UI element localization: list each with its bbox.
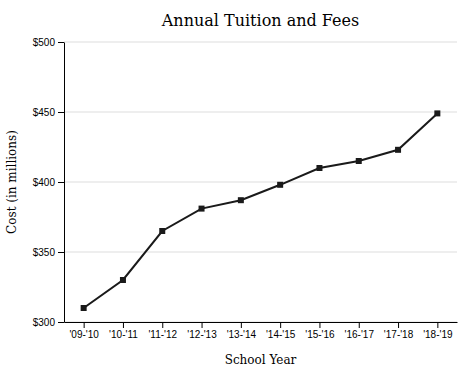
x-tick-label: '14-'15 <box>266 329 296 340</box>
x-tick: '11-'12 <box>148 322 177 340</box>
y-tick-mark <box>58 252 64 253</box>
grid-line <box>64 252 457 253</box>
y-tick-label: $400 <box>33 177 56 188</box>
grid <box>64 42 457 322</box>
x-tick: '18-'19 <box>423 322 453 340</box>
grid-line <box>64 182 457 183</box>
chart: $300 $350 $400 $450 $500 '09-'10 '10-'11 '11-'1… <box>0 0 475 380</box>
x-tick-label: '11-'12 <box>148 329 177 340</box>
x-tick: '09-'10 <box>69 322 99 340</box>
y-tick-mark <box>58 322 64 323</box>
x-tick-label: '17-'18 <box>384 329 414 340</box>
y-tick: $350 <box>33 247 64 258</box>
x-tick-label: '18-'19 <box>423 329 453 340</box>
x-tick-label: '10-'11 <box>109 329 138 340</box>
y-tick-mark <box>58 182 64 183</box>
y-tick-label: $500 <box>33 37 56 48</box>
line <box>84 113 438 308</box>
x-tick-label: '09-'10 <box>69 329 99 340</box>
y-tick-mark <box>58 112 64 113</box>
x-tick-mark <box>280 322 281 328</box>
plot: $300 $350 $400 $450 $500 '09-'10 '10-'11 '11-'1… <box>33 37 458 340</box>
x-tick: '10-'11 <box>109 322 138 340</box>
y-axis: $300 $350 $400 $450 $500 <box>33 37 65 328</box>
x-tick-mark <box>241 322 242 328</box>
marker <box>120 277 126 283</box>
title: Annual Tuition and Fees <box>161 11 359 30</box>
x-tick-label: '12-'13 <box>187 329 217 340</box>
y-tick-label: $300 <box>33 317 56 328</box>
y-tick-label: $450 <box>33 107 56 118</box>
x-tick-mark <box>162 322 163 328</box>
x-tick-label: '16-'17 <box>345 329 375 340</box>
x-tick-mark <box>84 322 85 328</box>
marker <box>395 147 401 153</box>
marker <box>81 305 87 311</box>
x-tick-mark <box>123 322 124 328</box>
x-tick-label: '15-'16 <box>305 329 335 340</box>
marker <box>356 158 362 164</box>
y-tick: $500 <box>33 37 64 48</box>
marker <box>199 206 205 212</box>
x-tick-mark <box>202 322 203 328</box>
marker <box>434 110 440 116</box>
x-tick-mark <box>319 322 320 328</box>
x-tick-label: '13-'14 <box>227 329 257 340</box>
marker <box>159 228 165 234</box>
grid-line <box>64 112 457 113</box>
x-tick-mark <box>437 322 438 328</box>
x-axis: '09-'10 '10-'11 '11-'12 '12-'13 '13-'14 '14-'… <box>65 322 458 340</box>
marker <box>277 182 283 188</box>
x-tick: '13-'14 <box>227 322 257 340</box>
marker <box>238 197 244 203</box>
y-tick: $300 <box>33 317 64 328</box>
x-tick: '17-'18 <box>384 322 414 340</box>
y-tick: $450 <box>33 107 64 118</box>
x-tick: '15-'16 <box>305 322 335 340</box>
x-tick: '12-'13 <box>187 322 217 340</box>
x-tick: '14-'15 <box>266 322 296 340</box>
y-tick-mark <box>58 42 64 43</box>
x-tick-mark <box>359 322 360 328</box>
x-axis-title: School Year <box>225 353 297 367</box>
data-marks <box>81 110 441 311</box>
marker <box>316 165 322 171</box>
y-axis-title: Cost (in millions) <box>5 130 19 234</box>
y-tick-label: $350 <box>33 247 56 258</box>
y-axis-line <box>64 43 65 323</box>
x-tick: '16-'17 <box>345 322 375 340</box>
x-tick-mark <box>398 322 399 328</box>
y-tick: $400 <box>33 177 64 188</box>
grid-line <box>64 42 457 43</box>
